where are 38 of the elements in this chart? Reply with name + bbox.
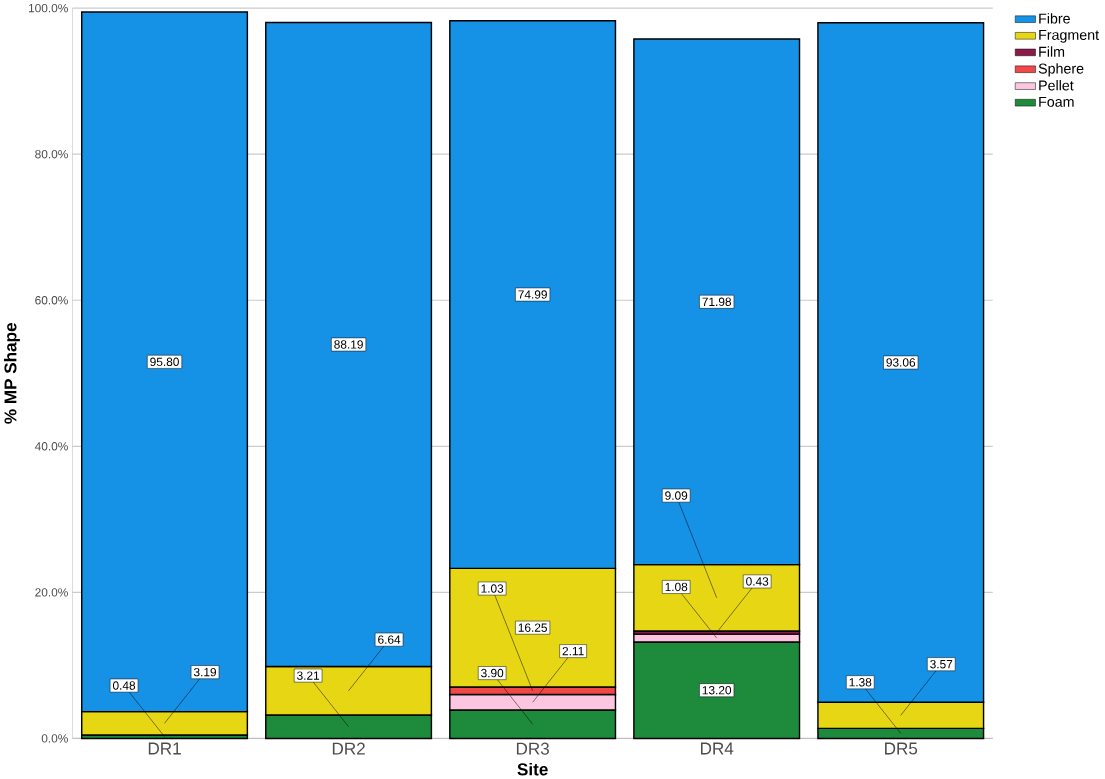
data-label: 3.21	[296, 671, 320, 680]
legend-label: Film	[1039, 46, 1065, 57]
data-label: 1.03	[481, 584, 504, 593]
legend-label: Fragment	[1039, 29, 1099, 43]
y-tick-label: 80.0%	[35, 149, 68, 159]
data-label: 9.09	[665, 491, 688, 500]
x-axis-title: Site	[517, 762, 548, 776]
data-label: 88.19	[334, 340, 363, 349]
y-tick-label: 40.0%	[34, 441, 68, 451]
data-label: 2.11	[562, 646, 584, 656]
y-axis-title: % MP Shape	[3, 322, 20, 424]
data-label: 3.90	[481, 668, 504, 678]
x-tick-label: DR2	[332, 742, 365, 755]
x-tick-label: DR4	[700, 742, 734, 755]
x-tick-label: DR3	[516, 742, 549, 755]
data-label: 93.06	[886, 358, 916, 367]
legend-label: Sphere	[1038, 63, 1084, 77]
legend-label: Foam	[1039, 96, 1074, 107]
data-label: 0.43	[746, 577, 769, 586]
data-label: 71.98	[702, 297, 732, 306]
data-label: 1.08	[665, 582, 688, 591]
data-label: 3.19	[193, 667, 217, 677]
y-tick-label: 100.0%	[28, 3, 68, 13]
data-label: 1.38	[849, 677, 872, 687]
data-label: 16.25	[518, 623, 547, 632]
y-tick-label: 60.0%	[35, 295, 68, 305]
data-label: 74.99	[518, 290, 547, 299]
x-tick-label: DR1	[148, 742, 181, 755]
data-label: 6.64	[378, 635, 401, 644]
y-tick-label: 0.0%	[41, 734, 68, 743]
x-tick-label: DR5	[885, 742, 918, 755]
y-tick-label: 20.0%	[35, 587, 68, 597]
data-label: 95.80	[150, 357, 179, 366]
data-label: 3.57	[930, 659, 953, 669]
data-label: 0.48	[112, 681, 136, 690]
data-label: 13.20	[702, 685, 732, 695]
legend-label: Fibre	[1039, 12, 1070, 24]
legend-label: Pellet	[1039, 79, 1074, 91]
